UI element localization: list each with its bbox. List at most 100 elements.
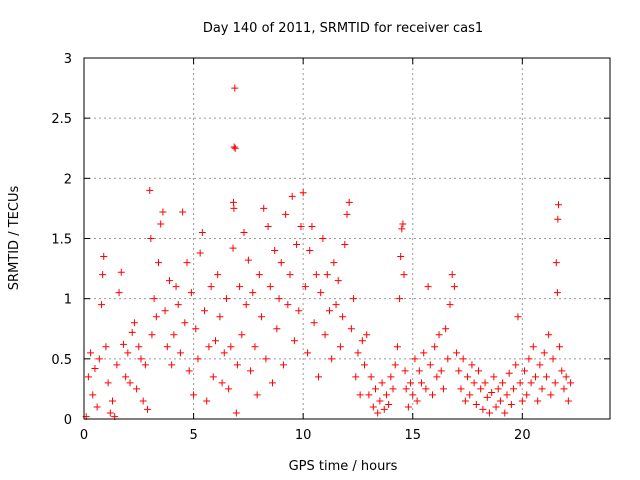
data-point — [260, 204, 268, 212]
data-point — [240, 228, 248, 236]
data-point — [418, 379, 426, 387]
data-point — [290, 337, 298, 345]
data-point — [391, 361, 399, 369]
data-point — [341, 241, 349, 249]
data-point — [399, 220, 407, 228]
data-point — [293, 241, 301, 249]
x-tick-label: 20 — [514, 428, 531, 443]
data-point — [439, 385, 447, 393]
data-point — [247, 367, 255, 375]
data-point — [319, 235, 327, 242]
data-point — [453, 349, 461, 357]
data-point — [229, 244, 237, 252]
data-point — [387, 373, 395, 381]
x-tick-label: 5 — [189, 428, 197, 443]
data-point — [554, 215, 562, 223]
data-point — [496, 397, 504, 405]
data-point — [306, 247, 314, 255]
data-points — [82, 84, 575, 421]
data-point — [424, 283, 432, 291]
data-point — [279, 361, 287, 369]
x-tick-label: 10 — [295, 428, 312, 443]
data-point — [402, 385, 410, 393]
data-point — [91, 364, 99, 372]
data-point — [146, 186, 154, 194]
y-tick-label: 2.5 — [51, 112, 72, 127]
data-point — [227, 343, 235, 351]
data-point — [356, 391, 364, 399]
data-point — [312, 271, 320, 279]
data-point — [503, 391, 511, 399]
grid-lines — [84, 58, 610, 419]
data-point — [527, 379, 535, 387]
data-point — [104, 379, 112, 387]
data-point — [525, 355, 533, 363]
data-point — [483, 393, 491, 401]
data-point — [165, 277, 173, 285]
data-point — [325, 307, 333, 315]
x-tick-label: 15 — [404, 428, 421, 443]
data-point — [222, 295, 230, 303]
data-point — [409, 391, 417, 399]
data-point — [512, 361, 520, 369]
data-point — [106, 409, 114, 417]
data-point — [124, 349, 132, 357]
data-point — [207, 283, 215, 291]
data-point — [404, 403, 412, 411]
data-point — [220, 349, 228, 357]
data-point — [334, 277, 342, 285]
data-point — [444, 355, 452, 363]
data-point — [225, 385, 233, 393]
data-point — [567, 379, 575, 387]
data-point — [435, 331, 443, 339]
data-point — [378, 379, 386, 387]
data-point — [552, 259, 560, 267]
data-point — [93, 403, 101, 411]
data-point — [397, 253, 405, 261]
data-point — [401, 367, 409, 375]
data-point — [488, 389, 496, 397]
data-point — [400, 271, 408, 279]
data-point — [389, 385, 397, 393]
data-point — [336, 343, 344, 351]
data-point — [155, 259, 163, 267]
data-point — [242, 301, 250, 309]
data-point — [310, 319, 318, 327]
data-point — [365, 391, 373, 399]
data-point — [564, 397, 572, 405]
data-point — [523, 391, 531, 399]
data-point — [367, 373, 375, 381]
data-point — [507, 401, 515, 409]
data-point — [371, 385, 379, 393]
data-point — [249, 289, 257, 297]
data-point — [172, 283, 180, 291]
data-point — [268, 379, 276, 387]
data-point — [459, 355, 467, 363]
data-point — [233, 361, 241, 369]
data-point — [100, 253, 108, 261]
data-point — [126, 379, 134, 387]
data-point — [545, 331, 553, 339]
data-point — [413, 397, 421, 405]
data-point — [328, 355, 336, 363]
data-point — [128, 328, 136, 336]
data-point — [472, 401, 480, 409]
y-tick-label: 0 — [64, 413, 72, 428]
data-point — [168, 361, 176, 369]
data-point — [266, 283, 274, 291]
data-point — [214, 271, 222, 279]
data-point — [230, 143, 238, 151]
data-point — [251, 343, 259, 351]
data-point — [455, 367, 463, 375]
data-point — [255, 271, 263, 279]
data-point — [244, 256, 252, 264]
data-point — [374, 409, 382, 417]
data-point — [308, 222, 316, 230]
data-point — [185, 367, 193, 375]
data-point — [196, 249, 204, 257]
data-point — [277, 259, 285, 267]
data-point — [139, 397, 147, 405]
data-point — [433, 373, 441, 381]
data-point — [536, 361, 544, 369]
data-point — [194, 355, 202, 363]
